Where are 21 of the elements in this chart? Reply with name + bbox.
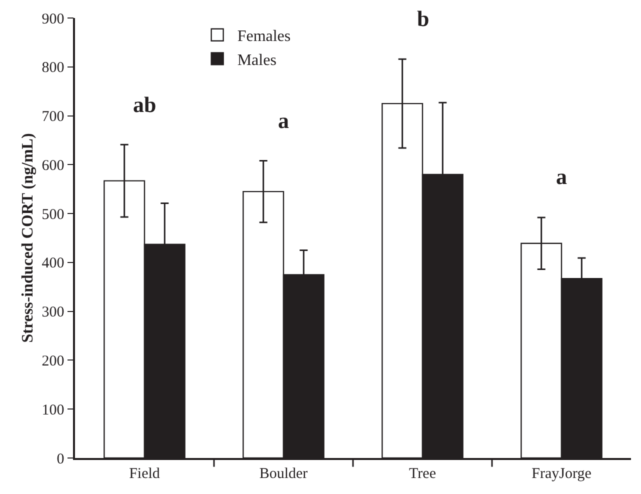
annotation: b xyxy=(417,6,430,31)
y-tick-label: 0 xyxy=(56,451,64,468)
x-tick-label: Tree xyxy=(409,466,436,482)
y-axis-title: Stress-induced CORT (ng/mL) xyxy=(20,133,36,343)
annotation: ab xyxy=(133,92,156,117)
legend-label: Females xyxy=(237,28,291,46)
y-tick-label: 600 xyxy=(42,158,64,174)
y-tick-label: 300 xyxy=(42,304,64,321)
y-tick-label: 900 xyxy=(42,11,64,28)
y-tick-label: 500 xyxy=(42,206,64,223)
x-tick-label: Boulder xyxy=(259,466,308,482)
y-tick-label: 800 xyxy=(42,60,64,76)
y-tick-label: 700 xyxy=(42,109,64,126)
y-tick-label: 100 xyxy=(42,402,64,418)
y-tick-label: 200 xyxy=(42,353,64,370)
legend-label: Males xyxy=(237,52,276,69)
annotation: a xyxy=(278,108,289,133)
x-tick-label: Field xyxy=(129,466,160,482)
annotation: a xyxy=(556,164,567,189)
x-tick-label: FrayJorge xyxy=(532,466,592,482)
y-tick-label: 400 xyxy=(42,256,64,272)
